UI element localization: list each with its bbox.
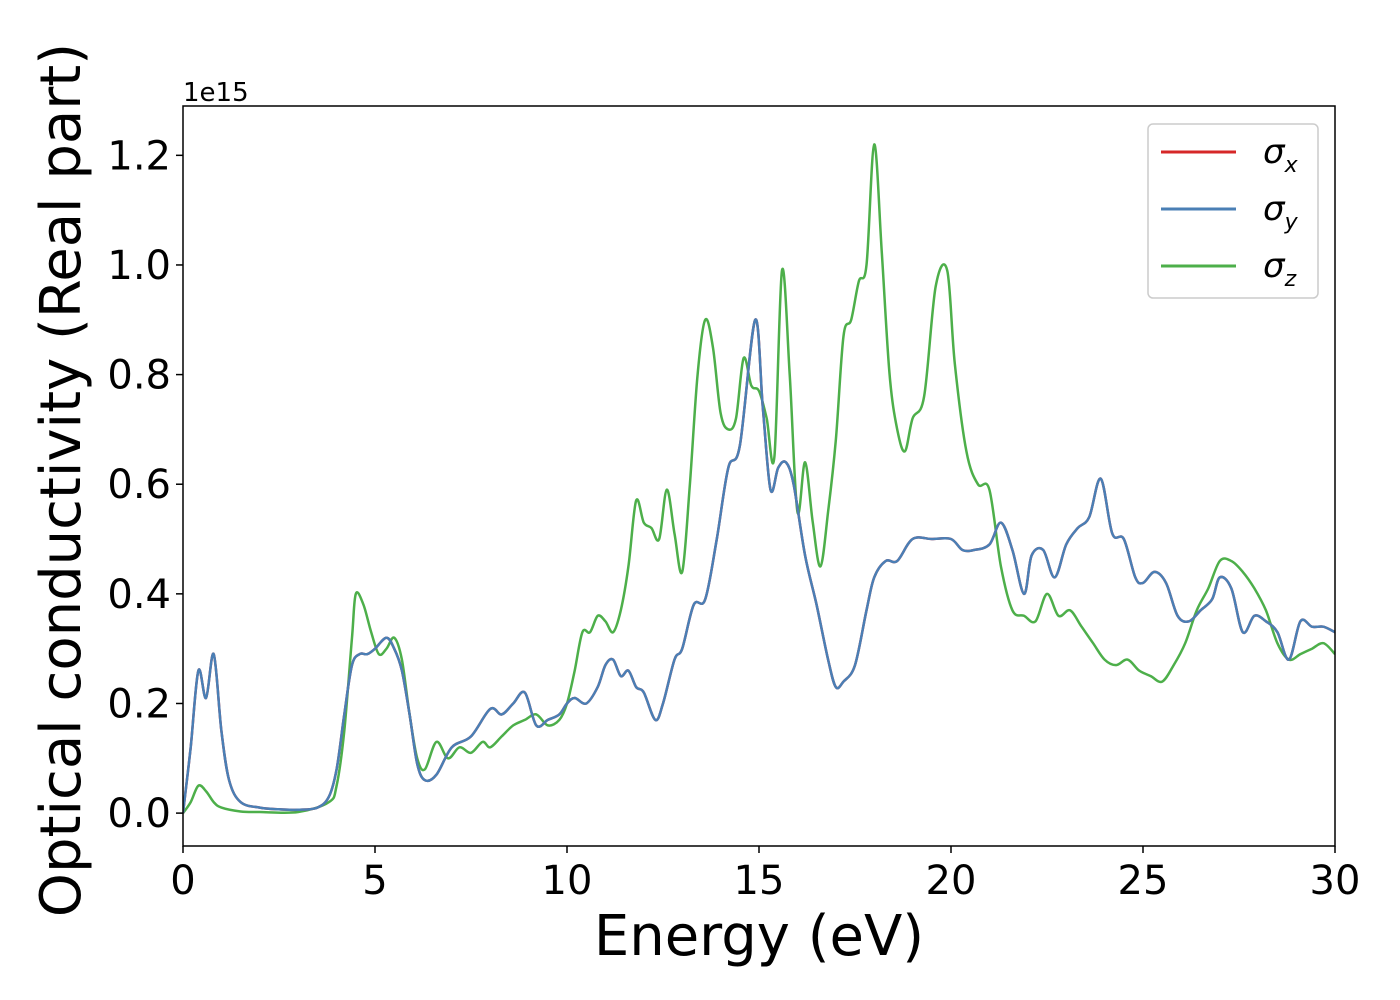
- y-tick-label: 0.2: [107, 681, 171, 727]
- legend-label-symbol: σ: [1263, 189, 1286, 229]
- x-tick-label: 20: [926, 858, 977, 904]
- x-tick-label: 15: [734, 858, 785, 904]
- legend-label-z: σz: [1263, 246, 1297, 292]
- x-axis-title: Energy (eV): [594, 904, 924, 969]
- y-offset-label: 1e15: [183, 78, 249, 108]
- series-layer: [183, 143, 1335, 815]
- legend-label-subscript: z: [1284, 267, 1297, 292]
- legend-label-subscript: x: [1284, 153, 1299, 178]
- y-tick-label: 0.8: [107, 353, 171, 399]
- legend-label-symbol: σ: [1263, 246, 1286, 286]
- x-tick-label: 30: [1310, 858, 1361, 904]
- y-tick-label: 1.2: [107, 133, 171, 179]
- legend-label-x: σx: [1263, 132, 1299, 178]
- x-tick-label: 0: [170, 858, 195, 904]
- x-tick-label: 25: [1118, 858, 1169, 904]
- x-tick-label: 10: [542, 858, 593, 904]
- series-line-y: [183, 318, 1335, 814]
- x-tick-label: 5: [362, 858, 387, 904]
- y-tick-label: 0.0: [107, 791, 171, 837]
- legend-box: [1147, 123, 1319, 299]
- ticks-layer: 0 5 10 15 20 25 30 0.0 0.2 0.4 0.6 0.8 1.0 1.2: [107, 133, 1360, 904]
- y-axis-title: Optical conductivity (Real part): [29, 43, 94, 917]
- legend-label-symbol: σ: [1263, 132, 1286, 172]
- y-tick-label: 0.4: [107, 572, 171, 618]
- legend-label-subscript: y: [1284, 210, 1299, 235]
- y-tick-label: 0.6: [107, 462, 171, 508]
- y-tick-label: 1.0: [107, 243, 171, 289]
- legend-label-y: σy: [1263, 189, 1299, 235]
